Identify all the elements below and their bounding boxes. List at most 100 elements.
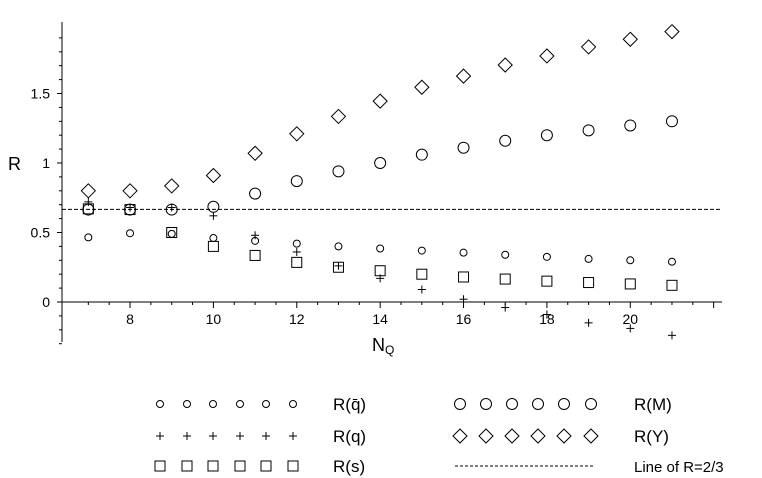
x-axis-title-subscript: Q — [385, 343, 394, 357]
data-point-small-circle — [417, 246, 426, 255]
data-point-circle — [624, 119, 637, 132]
legend-swatch-circle — [585, 398, 597, 410]
data-point-square — [583, 277, 595, 289]
data-point-small-circle — [626, 256, 635, 265]
legend-label: R(s) — [333, 457, 365, 476]
legend-swatch-diamond — [504, 428, 520, 444]
legend-swatch-circle — [454, 398, 466, 410]
data-point-square — [291, 256, 303, 268]
x-tick-label: 10 — [206, 311, 222, 327]
legend-swatch-plus — [209, 432, 217, 440]
data-point-diamond — [122, 183, 138, 199]
y-tick-label: 0.5 — [31, 225, 51, 241]
data-point-circle — [290, 175, 303, 188]
legend-swatch-small-circle — [289, 400, 297, 408]
legend-swatch-plus — [156, 432, 164, 440]
legend-swatch-square — [207, 460, 219, 472]
legend-swatch-plus — [236, 432, 244, 440]
legend: R(q̄) R(M) R(q) R(Y) R(s) Line of R=2/3 — [154, 395, 724, 476]
data-point-diamond — [247, 145, 263, 161]
data-point-plus — [251, 231, 260, 240]
legend-swatch-circle — [558, 398, 570, 410]
data-point-circle — [374, 157, 387, 169]
data-point-plus — [292, 247, 301, 256]
legend-swatch-circle — [532, 398, 544, 410]
data-point-circle — [665, 115, 678, 128]
data-point-circle — [82, 203, 95, 216]
legend-item: R(q) — [156, 427, 366, 446]
y-tick-label: 1 — [42, 155, 50, 171]
data-point-plus — [84, 197, 93, 206]
data-point-diamond — [622, 31, 638, 47]
legend-swatch-square — [181, 460, 193, 472]
data-point-small-circle — [501, 250, 510, 259]
legend-swatch-diamond — [478, 428, 494, 444]
data-point-diamond — [455, 68, 472, 84]
legend-swatch-circle — [480, 398, 492, 410]
legend-swatch-small-circle — [262, 400, 270, 408]
data-point-small-circle — [459, 248, 468, 257]
legend-label: R(M) — [634, 395, 672, 414]
legend-swatch-plus — [262, 432, 270, 440]
legend-label: R(q) — [333, 427, 366, 446]
plot-area — [62, 23, 722, 340]
legend-swatch-diamond — [530, 428, 546, 444]
legend-swatch-small-circle — [236, 400, 244, 408]
data-point-circle — [499, 134, 512, 147]
data-point-circle — [332, 165, 345, 178]
legend-swatch-plus — [183, 432, 191, 440]
data-point-small-circle — [584, 254, 593, 263]
series-small-circle — [84, 229, 676, 266]
x-tick-label: 18 — [539, 311, 555, 327]
legend-swatch-circle — [506, 398, 518, 410]
y-tick-label: 1.5 — [31, 86, 51, 102]
y-axis-title: R — [8, 154, 21, 174]
data-point-small-circle — [542, 252, 551, 261]
legend-swatch-square — [234, 460, 246, 472]
data-point-small-circle — [167, 229, 176, 238]
legend-item: R(M) — [454, 395, 672, 414]
data-point-plus — [209, 211, 218, 220]
data-point-circle — [582, 124, 595, 137]
data-point-small-circle — [292, 239, 301, 248]
legend-swatch-small-circle — [156, 400, 164, 408]
data-point-diamond — [497, 57, 513, 73]
data-point-circle — [540, 129, 553, 142]
data-point-diamond — [664, 23, 680, 40]
data-point-circle — [207, 200, 220, 213]
data-point-plus — [542, 310, 551, 319]
data-point-circle — [457, 141, 470, 154]
data-point-square — [332, 261, 344, 273]
data-point-small-circle — [209, 234, 218, 243]
legend-swatch-square — [260, 460, 272, 472]
data-point-square — [458, 271, 470, 283]
data-point-diamond — [330, 108, 347, 125]
data-point-diamond — [164, 178, 180, 194]
data-point-square — [249, 249, 261, 261]
legend-label: R(q̄) — [333, 395, 366, 414]
legend-swatch-small-circle — [183, 400, 191, 408]
legend-swatch-square — [287, 460, 299, 472]
data-point-square — [166, 227, 178, 238]
legend-swatch-diamond — [556, 428, 572, 444]
data-point-small-circle — [84, 233, 93, 242]
data-point-small-circle — [126, 229, 135, 238]
data-point-circle — [124, 203, 137, 216]
data-point-square — [374, 265, 386, 277]
data-point-square — [624, 278, 636, 290]
x-axis: 8 10 12 14 16 18 20 — [62, 301, 722, 327]
data-point-small-circle — [667, 257, 676, 266]
legend-label: R(Y) — [634, 427, 669, 446]
data-point-diamond — [289, 126, 305, 142]
x-tick-label: 12 — [289, 311, 305, 327]
data-point-square — [499, 273, 511, 285]
legend-swatch-plus — [289, 432, 297, 440]
data-point-square — [416, 268, 428, 280]
data-point-diamond — [372, 93, 388, 109]
data-point-plus — [667, 331, 676, 340]
x-axis-title-main: N — [372, 335, 385, 355]
data-point-plus — [417, 285, 426, 294]
y-axis: 0 0.5 1 1.5 — [31, 22, 63, 345]
x-axis-title: NQ — [372, 335, 394, 357]
y-tick-label: 0 — [42, 294, 50, 310]
